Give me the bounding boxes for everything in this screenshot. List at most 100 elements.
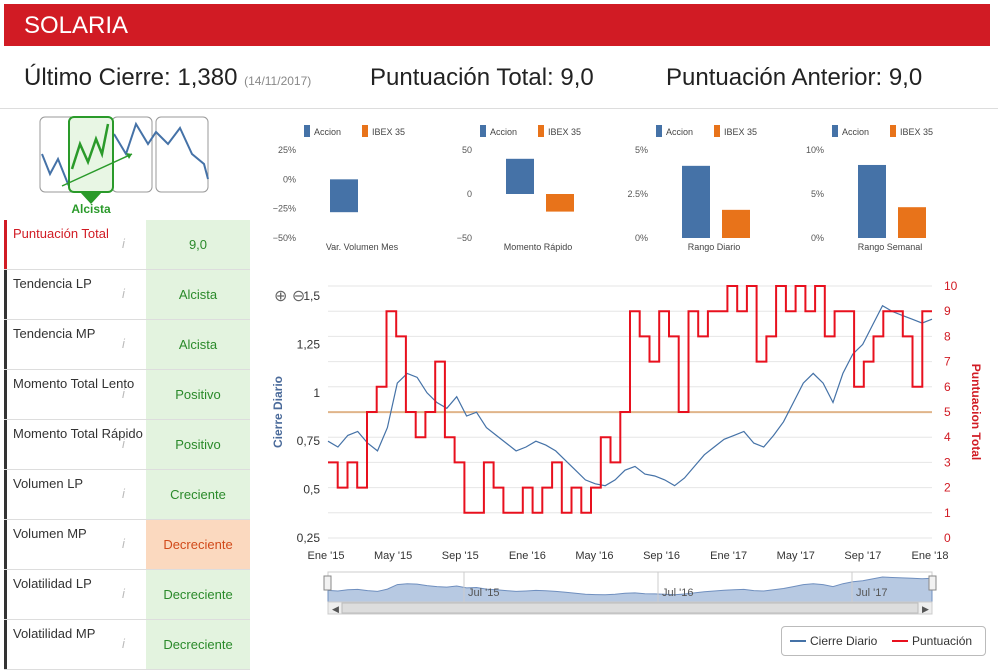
zoom-in-icon[interactable]: ⊕ <box>274 288 288 305</box>
total-score: Puntuación Total: 9,0 <box>370 64 594 92</box>
scroll-right-icon[interactable]: ▶ <box>922 604 929 614</box>
mini-chart: Accion IBEX 35 5% 2.5% 0% Rango Diario <box>627 125 757 252</box>
scroll-left-icon[interactable]: ◀ <box>332 604 339 614</box>
indicator-row: Puntuación Total i 9,0 <box>4 220 250 270</box>
header-bar: SOLARIA <box>4 4 990 46</box>
y-tick-right: 6 <box>944 380 951 394</box>
info-icon[interactable]: i <box>122 536 125 551</box>
y-tick: 25% <box>278 145 296 155</box>
x-tick: Ene '18 <box>912 550 949 562</box>
y-tick: 0% <box>283 174 296 184</box>
navigator-label: Jul '15 <box>468 587 499 599</box>
indicator-label: Puntuación Total <box>4 220 146 269</box>
y-tick-right: 1 <box>944 506 951 520</box>
indicator-label: Tendencia MP <box>4 320 146 369</box>
y-tick-left: 1,5 <box>303 289 320 303</box>
info-icon[interactable]: i <box>122 286 125 301</box>
x-tick: Ene '17 <box>710 550 747 562</box>
y-tick: 5% <box>811 189 824 199</box>
bar <box>722 209 750 238</box>
info-icon[interactable]: i <box>122 436 125 451</box>
navigator-handle-left[interactable] <box>323 575 332 591</box>
y-tick: 5% <box>635 145 648 155</box>
indicator-label: Volumen LP <box>4 470 146 519</box>
chart-title: Momento Rápido <box>504 242 573 252</box>
navigator-handle-right[interactable] <box>928 575 937 591</box>
indicator-row: Tendencia MP i Alcista <box>4 320 250 370</box>
bar <box>858 164 886 238</box>
y-tick-right: 0 <box>944 531 951 545</box>
legend-swatch <box>304 125 310 137</box>
y-tick: −50 <box>457 233 472 243</box>
info-icon[interactable]: i <box>122 486 125 501</box>
chart-title: Var. Volumen Mes <box>326 242 399 252</box>
x-tick: Ene '15 <box>308 550 345 562</box>
x-tick: Sep '17 <box>844 550 881 562</box>
legend-swatch <box>890 125 896 137</box>
y-tick-left: 0,5 <box>303 483 320 497</box>
y-tick: 0% <box>635 233 648 243</box>
previous-score: Puntuación Anterior: 9,0 <box>666 64 922 92</box>
main-chart-legend: Cierre Diario Puntuación <box>781 626 986 656</box>
mini-bar-charts: Accion IBEX 35 25% 0% −25% −50% Var. Volumen M… <box>273 125 933 252</box>
y-tick-right: 3 <box>944 455 951 469</box>
navigator-label: Jul '17 <box>856 587 887 599</box>
y-tick-right: 9 <box>944 304 951 318</box>
indicator-label: Volatilidad MP <box>4 620 146 669</box>
total-score-value: 9,0 <box>560 64 594 91</box>
legend-label: Accion <box>666 127 693 137</box>
indicator-value: Alcista <box>146 320 250 369</box>
previous-score-value: 9,0 <box>888 64 923 91</box>
indicator-row: Tendencia LP i Alcista <box>4 270 250 320</box>
indicator-list: Puntuación Total i 9,0 Tendencia LP i Alcista… <box>4 220 250 670</box>
legend-label: Accion <box>490 127 517 137</box>
indicator-row: Volatilidad LP i Decreciente <box>4 570 250 620</box>
info-icon[interactable]: i <box>122 586 125 601</box>
zoom-controls: ⊕ ⊖ <box>274 286 305 306</box>
legend-swatch <box>832 125 838 137</box>
mini-chart: Accion IBEX 35 50 0 −50 Momento Rápido <box>457 125 581 252</box>
x-tick: May '15 <box>374 550 412 562</box>
y-tick-right: 10 <box>944 279 958 293</box>
legend-swatch <box>362 125 368 137</box>
y-tick: 0% <box>811 233 824 243</box>
bar <box>546 194 574 212</box>
info-icon[interactable]: i <box>122 336 125 351</box>
legend-label: IBEX 35 <box>548 127 581 137</box>
indicator-row: Momento Total Lento i Positivo <box>4 370 250 420</box>
y-tick-left: 0,75 <box>297 434 321 448</box>
indicator-value: 9,0 <box>146 220 250 269</box>
indicator-label: Volatilidad LP <box>4 570 146 619</box>
navigator-series <box>327 576 933 603</box>
x-tick: May '16 <box>575 550 613 562</box>
indicator-label: Volumen MP <box>4 520 146 569</box>
y-tick-left: 0,25 <box>297 531 321 545</box>
legend-close[interactable]: Cierre Diario <box>810 634 878 648</box>
trend-label: Alcista <box>71 202 111 216</box>
indicator-value: Positivo <box>146 370 250 419</box>
zoom-out-icon[interactable]: ⊖ <box>291 288 306 305</box>
legend-label: IBEX 35 <box>724 127 757 137</box>
navigator-label: Jul '16 <box>662 587 693 599</box>
x-tick: May '17 <box>777 550 815 562</box>
legend-swatch <box>480 125 486 137</box>
y-tick: 10% <box>806 145 824 155</box>
legend-label: IBEX 35 <box>372 127 405 137</box>
info-icon[interactable]: i <box>122 236 125 251</box>
y-tick-left: 1,25 <box>297 337 321 351</box>
y-tick: −25% <box>273 204 296 214</box>
legend-score[interactable]: Puntuación <box>912 634 972 648</box>
x-tick: Sep '15 <box>442 550 479 562</box>
legend-label: Accion <box>314 127 341 137</box>
previous-score-label: Puntuación Anterior: <box>666 64 889 91</box>
indicator-row: Volatilidad MP i Decreciente <box>4 620 250 670</box>
x-tick: Ene '16 <box>509 550 546 562</box>
score-summary: Último Cierre: 1,380 (14/11/2017) Puntua… <box>0 52 998 109</box>
info-icon[interactable]: i <box>122 386 125 401</box>
y-tick: 0 <box>467 189 472 199</box>
trend-widget: Alcista <box>39 116 209 216</box>
scrollbar-thumb[interactable] <box>341 602 919 614</box>
info-icon[interactable]: i <box>122 636 125 651</box>
y-tick-right: 8 <box>944 329 951 343</box>
